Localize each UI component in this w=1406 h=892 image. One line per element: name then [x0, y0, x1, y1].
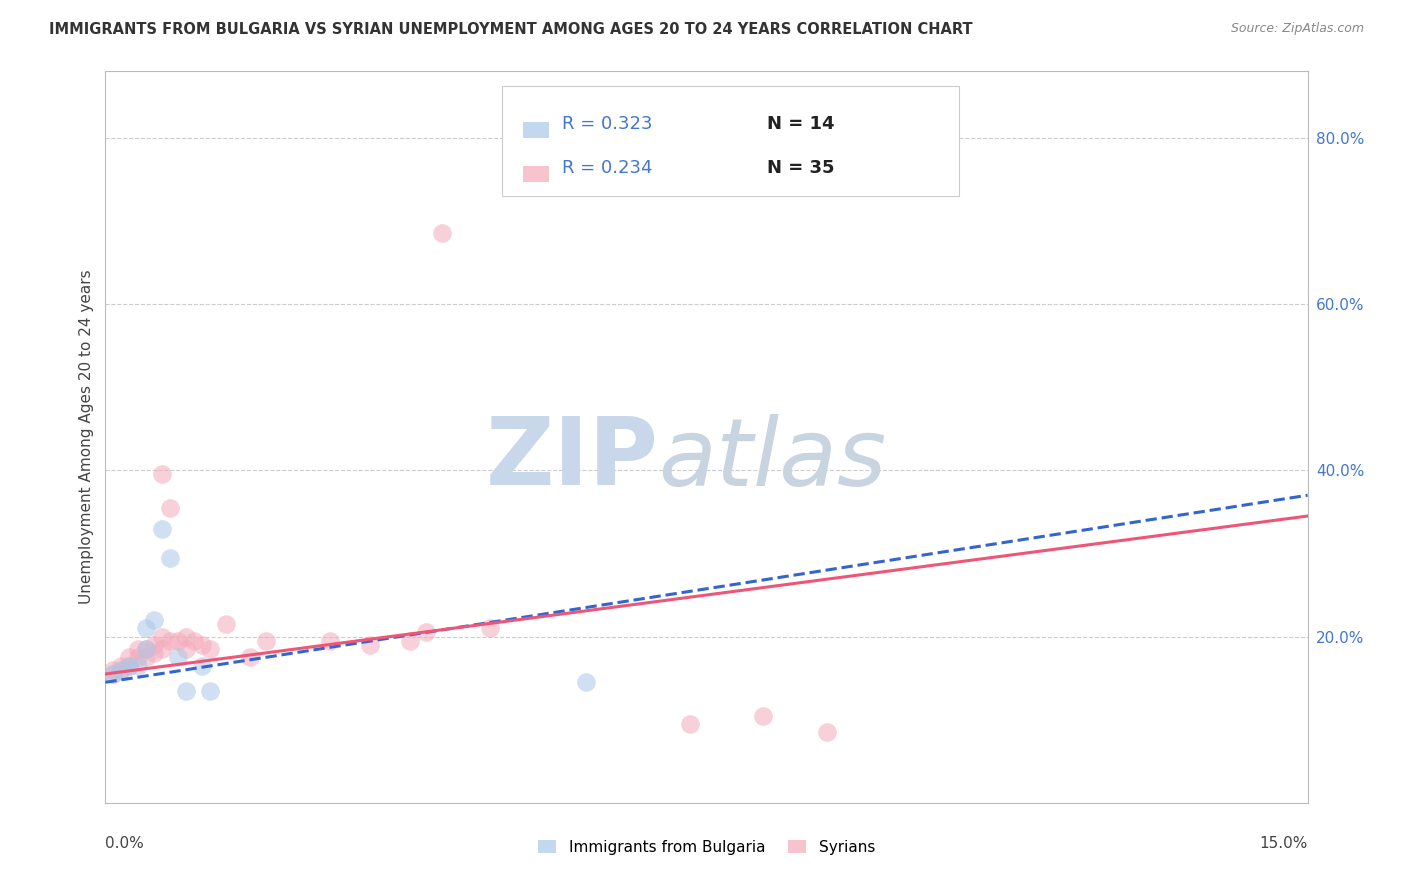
Point — [103, 667, 125, 681]
Point — [174, 683, 197, 698]
Point — [190, 638, 212, 652]
Text: R = 0.234: R = 0.234 — [562, 159, 652, 177]
Point — [142, 638, 165, 652]
Point — [214, 617, 236, 632]
Y-axis label: Unemployment Among Ages 20 to 24 years: Unemployment Among Ages 20 to 24 years — [79, 269, 94, 605]
Point — [110, 663, 132, 677]
Point — [159, 500, 181, 515]
Point — [150, 630, 173, 644]
Point — [135, 642, 157, 657]
Point — [174, 642, 197, 657]
Point — [479, 621, 502, 635]
Point — [575, 675, 598, 690]
Point — [103, 663, 125, 677]
Text: IMMIGRANTS FROM BULGARIA VS SYRIAN UNEMPLOYMENT AMONG AGES 20 TO 24 YEARS CORREL: IMMIGRANTS FROM BULGARIA VS SYRIAN UNEMP… — [49, 22, 973, 37]
Text: R = 0.323: R = 0.323 — [562, 115, 652, 133]
Point — [135, 621, 157, 635]
Point — [135, 642, 157, 657]
Point — [110, 663, 132, 677]
Point — [159, 550, 181, 565]
Text: 0.0%: 0.0% — [105, 836, 145, 851]
Text: Source: ZipAtlas.com: Source: ZipAtlas.com — [1230, 22, 1364, 36]
Point — [198, 683, 221, 698]
Point — [118, 650, 141, 665]
Point — [142, 613, 165, 627]
FancyBboxPatch shape — [523, 122, 548, 138]
Point — [159, 633, 181, 648]
Point — [254, 633, 277, 648]
Point — [359, 638, 381, 652]
FancyBboxPatch shape — [523, 166, 548, 182]
Point — [127, 658, 149, 673]
Point — [198, 642, 221, 657]
Point — [190, 658, 212, 673]
Point — [319, 633, 342, 648]
Point — [239, 650, 262, 665]
Text: 15.0%: 15.0% — [1260, 836, 1308, 851]
Point — [415, 625, 437, 640]
Point — [183, 633, 205, 648]
Point — [118, 658, 141, 673]
Text: N = 14: N = 14 — [766, 115, 834, 133]
Point — [150, 521, 173, 535]
Point — [118, 658, 141, 673]
Point — [679, 716, 702, 731]
Text: ZIP: ZIP — [485, 413, 658, 505]
Point — [127, 650, 149, 665]
Point — [135, 650, 157, 665]
Text: N = 35: N = 35 — [766, 159, 834, 177]
Point — [815, 725, 838, 739]
Point — [399, 633, 422, 648]
Point — [103, 667, 125, 681]
FancyBboxPatch shape — [502, 86, 959, 195]
Point — [751, 708, 773, 723]
Point — [110, 658, 132, 673]
Point — [166, 650, 188, 665]
Text: atlas: atlas — [658, 414, 887, 505]
Point — [127, 642, 149, 657]
Point — [150, 467, 173, 482]
Point — [142, 646, 165, 660]
Point — [150, 642, 173, 657]
Point — [166, 633, 188, 648]
Point — [430, 227, 453, 241]
Point — [174, 630, 197, 644]
Legend: Immigrants from Bulgaria, Syrians: Immigrants from Bulgaria, Syrians — [531, 834, 882, 861]
